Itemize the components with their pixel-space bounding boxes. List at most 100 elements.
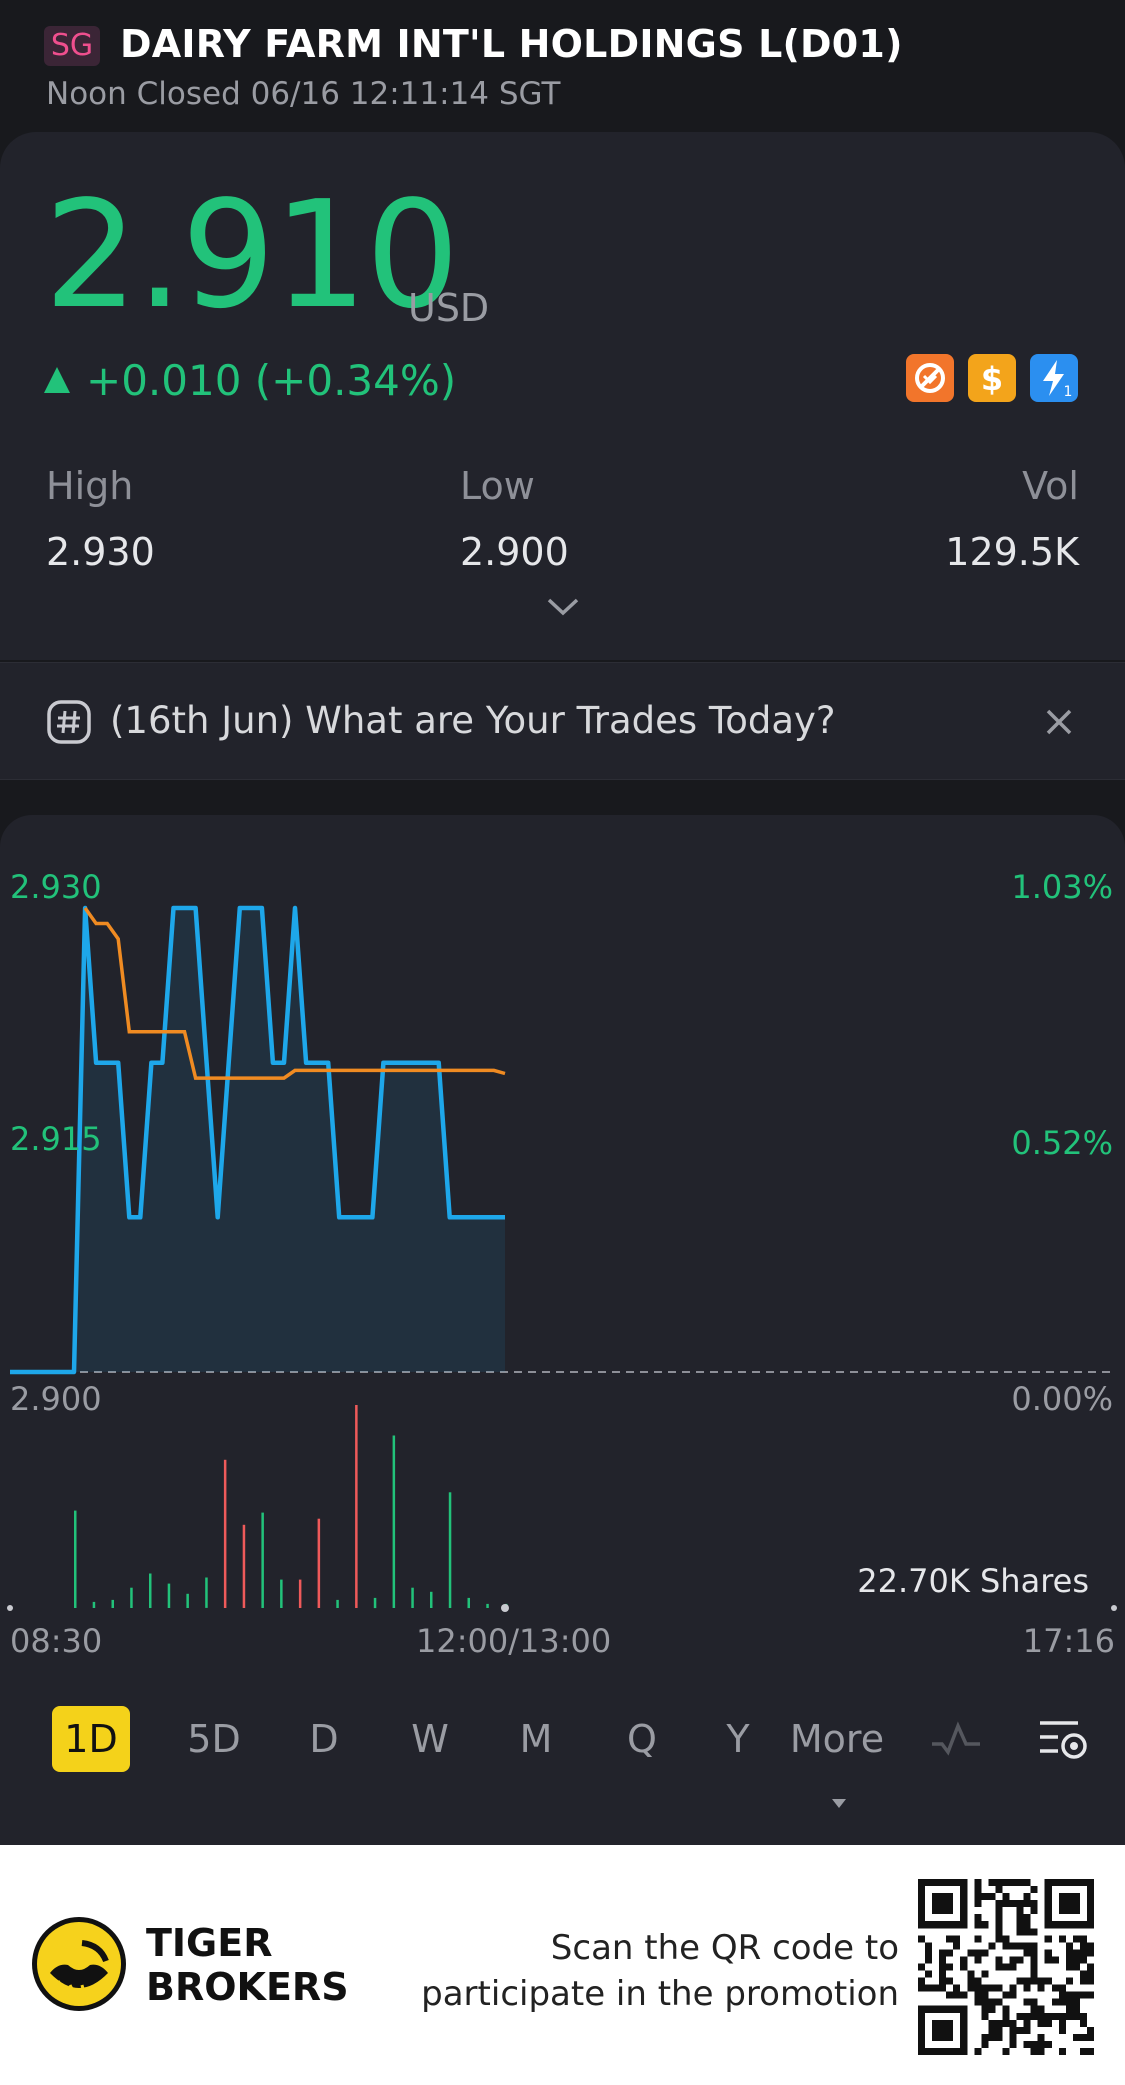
period-d[interactable]: D <box>309 1717 339 1761</box>
qr-module <box>918 2026 926 2034</box>
low-value: 2.900 <box>460 530 569 574</box>
qr-module <box>1002 2005 1010 2013</box>
vol-value: 129.5K <box>945 530 1079 574</box>
volume-bar <box>317 1518 321 1608</box>
qr-module <box>1030 1949 1038 1957</box>
period-m[interactable]: M <box>519 1717 553 1761</box>
qr-module <box>1030 1886 1038 1894</box>
qr-module <box>988 1879 996 1887</box>
period-more-label: More <box>789 1717 885 1761</box>
qr-module <box>974 1977 982 1985</box>
qr-module <box>960 1893 968 1901</box>
qr-module <box>1002 1893 1010 1901</box>
qr-module <box>995 1928 1003 1936</box>
qr-module <box>1079 1879 1087 1887</box>
qr-module <box>1072 1907 1080 1915</box>
period-1d[interactable]: 1D <box>52 1706 130 1772</box>
svg-text:$: $ <box>981 360 1003 398</box>
qr-module <box>981 1893 989 1901</box>
price-line <box>10 905 505 1375</box>
qr-module <box>1016 1879 1024 1887</box>
qr-code[interactable] <box>918 1879 1094 2055</box>
qr-module <box>932 2047 940 2055</box>
qr-module <box>1044 1977 1052 1985</box>
qr-module <box>1016 1907 1024 1915</box>
qr-module <box>974 1949 982 1957</box>
qr-module <box>1023 1977 1031 1985</box>
market-status: Noon Closed 06/16 12:11:14 SGT <box>46 76 561 112</box>
qr-module <box>1058 1893 1066 1901</box>
period-w[interactable]: W <box>411 1717 449 1761</box>
qr-module <box>1009 1984 1017 1992</box>
qr-module <box>981 2012 989 2020</box>
qr-module <box>939 1900 947 1908</box>
qr-module <box>1065 2005 1073 2013</box>
qr-module <box>1072 1991 1080 1999</box>
volume-end-dot <box>501 1604 509 1612</box>
qr-module <box>1079 1942 1087 1950</box>
qr-module <box>1023 1998 1031 2006</box>
qr-module <box>953 1991 961 1999</box>
period-y[interactable]: Y <box>726 1717 750 1761</box>
qr-module <box>960 1907 968 1915</box>
qr-module <box>918 2047 926 2055</box>
qr-module <box>932 1984 940 1992</box>
qr-module <box>1058 1984 1066 1992</box>
dollar-icon[interactable]: $ <box>968 354 1016 402</box>
qr-module <box>1023 2026 1031 2034</box>
qr-module <box>1079 1935 1087 1943</box>
period-5d[interactable]: 5D <box>187 1717 241 1761</box>
close-icon[interactable] <box>1044 707 1074 737</box>
qr-module <box>1002 1935 1010 1943</box>
volume-bar <box>205 1577 208 1608</box>
average-price-line <box>83 906 506 1080</box>
flash-icon[interactable]: 1 <box>1030 354 1078 402</box>
qr-module <box>981 1921 989 1929</box>
chart-settings-icon[interactable] <box>1036 1714 1092 1766</box>
qr-module <box>925 1879 933 1887</box>
qr-module <box>1065 1942 1073 1950</box>
qr-module <box>1072 1935 1080 1943</box>
volume-bar <box>111 1599 114 1608</box>
qr-module <box>939 2047 947 2055</box>
qr-module <box>1065 1977 1073 1985</box>
topic-banner[interactable]: (16th Jun) What are Your Trades Today? <box>0 662 1125 780</box>
qr-module <box>960 1963 968 1971</box>
qr-module <box>1044 1949 1052 1957</box>
period-more[interactable]: More <box>782 1706 892 1808</box>
qr-module <box>946 1935 954 1943</box>
no-short-icon[interactable] <box>906 354 954 402</box>
price-chart[interactable] <box>0 860 1125 1640</box>
qr-module <box>960 2047 968 2055</box>
qr-module <box>974 2047 982 2055</box>
qr-module <box>974 1879 982 1887</box>
qr-module <box>960 1900 968 1908</box>
qr-module <box>960 1956 968 1964</box>
qr-module <box>1030 2047 1038 2055</box>
qr-module <box>918 1921 926 1929</box>
qr-module <box>1030 2040 1038 2048</box>
qr-module <box>1009 1963 1017 1971</box>
qr-module <box>1002 1879 1010 1887</box>
volume-label: 22.70K Shares <box>857 1562 1089 1600</box>
pct-tick-top: 1.03% <box>1011 868 1113 906</box>
qr-module <box>1086 1907 1094 1915</box>
period-q[interactable]: Q <box>627 1717 657 1761</box>
indicator-icon[interactable] <box>930 1718 982 1762</box>
qr-module <box>925 1956 933 1964</box>
qr-module <box>939 2033 947 2041</box>
qr-module <box>1016 2012 1024 2020</box>
qr-module <box>932 2019 940 2027</box>
volume-bar <box>373 1597 377 1609</box>
qr-module <box>1044 1907 1052 1915</box>
chevron-down-icon[interactable] <box>546 596 580 618</box>
volume-bar <box>467 1597 470 1609</box>
qr-module <box>1009 2019 1017 2027</box>
volume-bar <box>92 1601 96 1608</box>
qr-module <box>925 1921 933 1929</box>
qr-module <box>1086 1900 1094 1908</box>
scan-line2: participate in the promotion <box>421 1974 899 2014</box>
qr-module <box>988 2005 996 2013</box>
qr-module <box>960 2040 968 2048</box>
brand-line2: BROKERS <box>146 1965 349 2009</box>
